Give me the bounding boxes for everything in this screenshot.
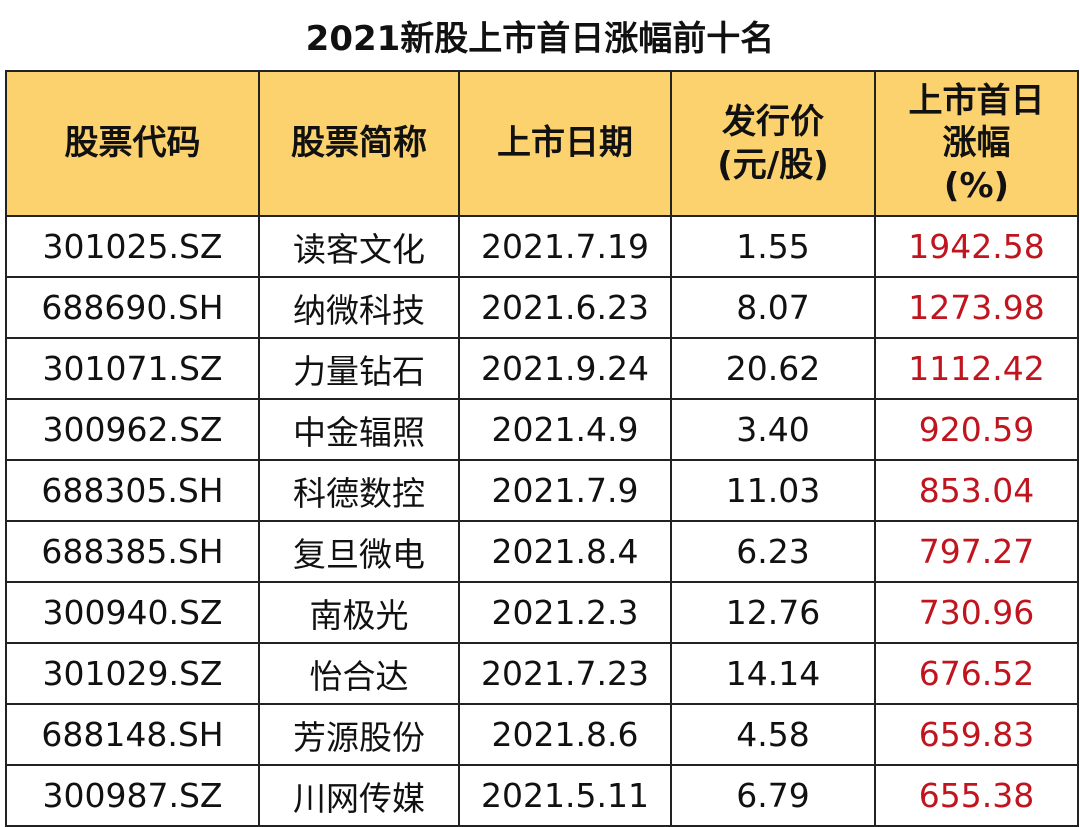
header-issue-price-label: 发行价 [722, 102, 824, 142]
cell-first-day-gain: 1112.42 [874, 337, 1079, 400]
cell-stock-name: 怡合达 [258, 642, 460, 705]
header-first-day-gain-label: 上市首日 [908, 80, 1045, 121]
cell-stock-code: 300987.SZ [5, 764, 260, 827]
table-row: 301025.SZ 读客文化 2021.7.19 1.55 1942.58 [5, 215, 1079, 278]
cell-stock-code: 688148.SH [5, 703, 260, 766]
cell-issue-price: 11.03 [670, 459, 876, 522]
header-listing-date: 上市日期 [458, 70, 672, 217]
cell-stock-name: 南极光 [258, 581, 460, 644]
cell-listing-date: 2021.7.19 [458, 215, 672, 278]
cell-stock-name: 芳源股份 [258, 703, 460, 766]
header-issue-price-unit: (元/股) [717, 144, 829, 185]
header-stock-name: 股票简称 [258, 70, 460, 217]
table-row: 688148.SH 芳源股份 2021.8.6 4.58 659.83 [5, 703, 1079, 766]
header-stock-code: 股票代码 [5, 70, 260, 217]
cell-stock-code: 300940.SZ [5, 581, 260, 644]
cell-stock-code: 688690.SH [5, 276, 260, 339]
table-header-row: 股票代码 股票简称 上市日期 发行价 (元/股) 上市首日 涨幅 (%) [5, 70, 1079, 217]
cell-stock-name: 复旦微电 [258, 520, 460, 583]
cell-stock-code: 688385.SH [5, 520, 260, 583]
cell-issue-price: 4.58 [670, 703, 876, 766]
cell-first-day-gain: 676.52 [874, 642, 1079, 705]
cell-first-day-gain: 659.83 [874, 703, 1079, 766]
cell-stock-name: 科德数控 [258, 459, 460, 522]
table-row: 301029.SZ 怡合达 2021.7.23 14.14 676.52 [5, 642, 1079, 705]
cell-stock-code: 301071.SZ [5, 337, 260, 400]
cell-listing-date: 2021.4.9 [458, 398, 672, 461]
cell-issue-price: 12.76 [670, 581, 876, 644]
cell-issue-price: 3.40 [670, 398, 876, 461]
table-row: 688305.SH 科德数控 2021.7.9 11.03 853.04 [5, 459, 1079, 522]
cell-stock-name: 中金辐照 [258, 398, 460, 461]
header-first-day-gain-unit: (%) [943, 165, 1010, 206]
cell-first-day-gain: 920.59 [874, 398, 1079, 461]
table-row: 688690.SH 纳微科技 2021.6.23 8.07 1273.98 [5, 276, 1079, 339]
cell-stock-name: 力量钻石 [258, 337, 460, 400]
table-body: 301025.SZ 读客文化 2021.7.19 1.55 1942.58 688690.… [5, 215, 1079, 827]
cell-issue-price: 6.79 [670, 764, 876, 827]
table-row: 300962.SZ 中金辐照 2021.4.9 3.40 920.59 [5, 398, 1079, 461]
cell-listing-date: 2021.5.11 [458, 764, 672, 827]
cell-first-day-gain: 1273.98 [874, 276, 1079, 339]
cell-stock-code: 301029.SZ [5, 642, 260, 705]
header-first-day-gain-label2: 涨幅 [942, 123, 1011, 164]
ipo-gain-table: 股票代码 股票简称 上市日期 发行价 (元/股) 上市首日 涨幅 (%) 301… [5, 70, 1079, 827]
cell-listing-date: 2021.7.9 [458, 459, 672, 522]
cell-issue-price: 6.23 [670, 520, 876, 583]
cell-stock-code: 300962.SZ [5, 398, 260, 461]
cell-first-day-gain: 655.38 [874, 764, 1079, 827]
cell-listing-date: 2021.6.23 [458, 276, 672, 339]
cell-first-day-gain: 1942.58 [874, 215, 1079, 278]
cell-issue-price: 14.14 [670, 642, 876, 705]
table-row: 688385.SH 复旦微电 2021.8.4 6.23 797.27 [5, 520, 1079, 583]
table-row: 301071.SZ 力量钻石 2021.9.24 20.62 1112.42 [5, 337, 1079, 400]
cell-listing-date: 2021.8.4 [458, 520, 672, 583]
header-listing-date-label: 上市日期 [497, 123, 633, 164]
header-first-day-gain: 上市首日 涨幅 (%) [874, 70, 1079, 217]
cell-listing-date: 2021.8.6 [458, 703, 672, 766]
cell-listing-date: 2021.7.23 [458, 642, 672, 705]
page-title: 2021新股上市首日涨幅前十名 [305, 18, 775, 59]
header-stock-code-label: 股票代码 [64, 123, 201, 164]
cell-first-day-gain: 797.27 [874, 520, 1079, 583]
cell-stock-name: 川网传媒 [258, 764, 460, 827]
cell-first-day-gain: 853.04 [874, 459, 1079, 522]
table-row: 300987.SZ 川网传媒 2021.5.11 6.79 655.38 [5, 764, 1079, 827]
cell-stock-name: 纳微科技 [258, 276, 460, 339]
cell-issue-price: 20.62 [670, 337, 876, 400]
cell-first-day-gain: 730.96 [874, 581, 1079, 644]
cell-issue-price: 1.55 [670, 215, 876, 278]
cell-issue-price: 8.07 [670, 276, 876, 339]
table-row: 300940.SZ 南极光 2021.2.3 12.76 730.96 [5, 581, 1079, 644]
header-issue-price: 发行价 (元/股) [670, 70, 876, 217]
cell-listing-date: 2021.9.24 [458, 337, 672, 400]
cell-stock-code: 688305.SH [5, 459, 260, 522]
cell-stock-name: 读客文化 [258, 215, 460, 278]
header-stock-name-label: 股票简称 [291, 123, 427, 164]
cell-listing-date: 2021.2.3 [458, 581, 672, 644]
cell-stock-code: 301025.SZ [5, 215, 260, 278]
